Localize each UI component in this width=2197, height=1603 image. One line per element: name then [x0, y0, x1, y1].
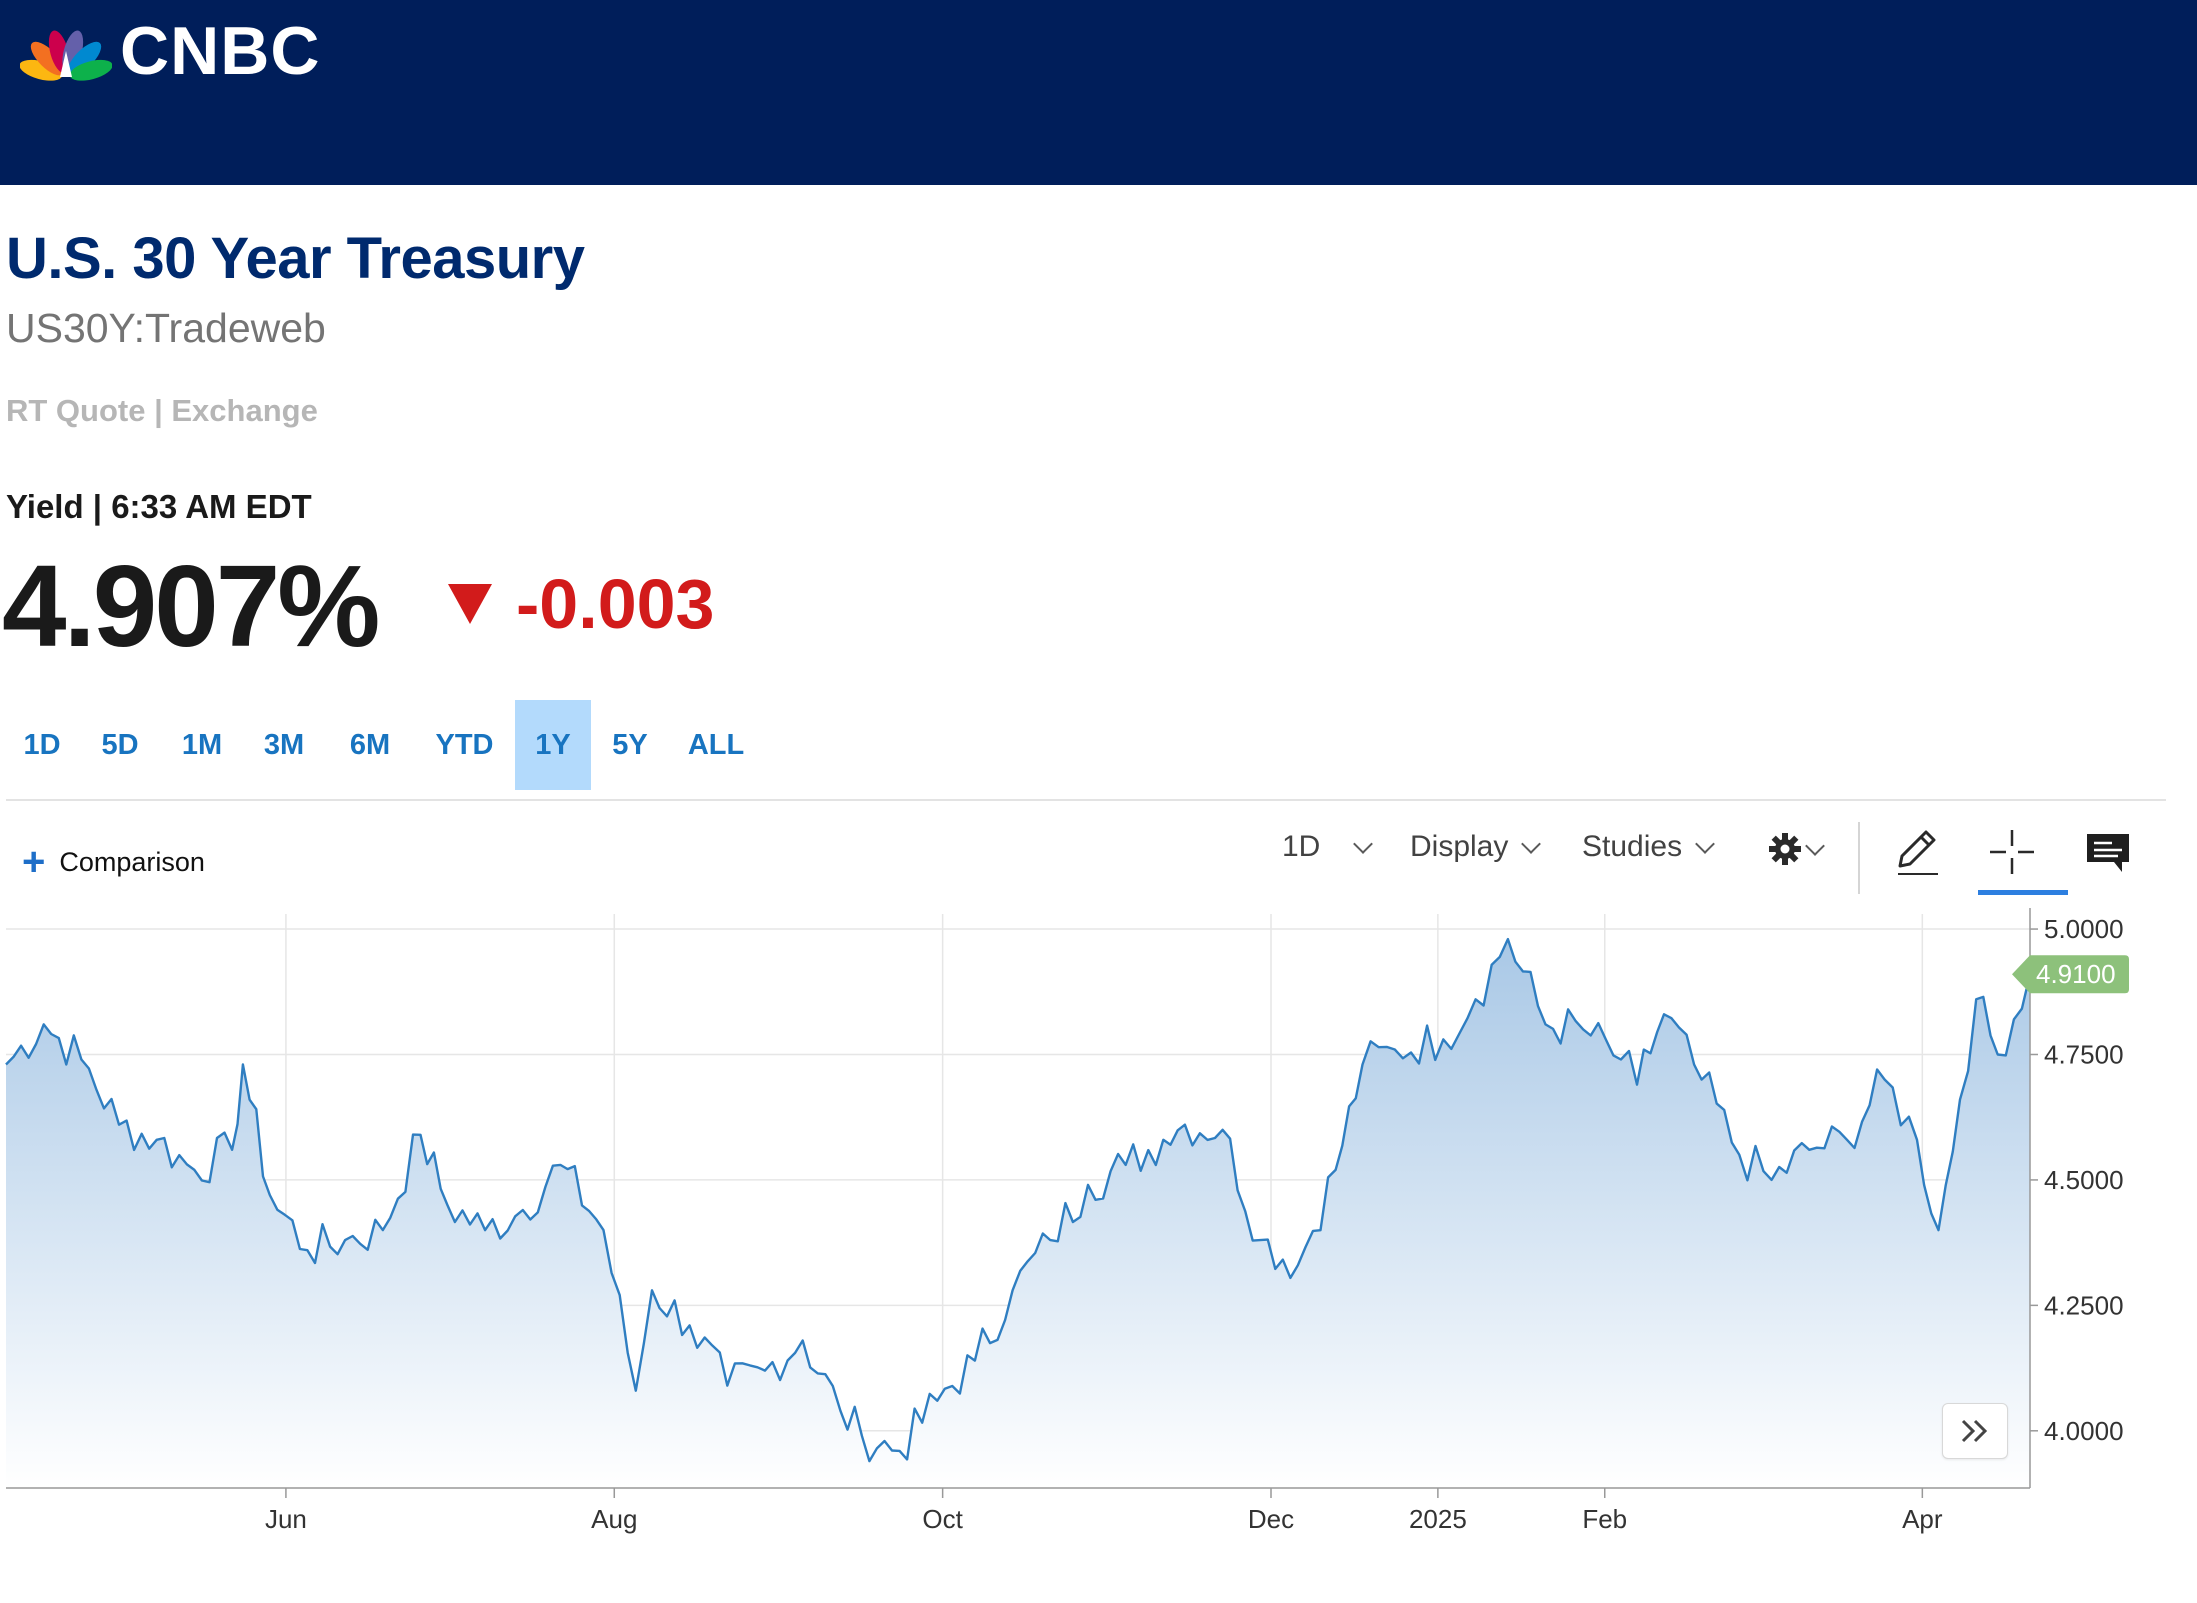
- yield-timestamp: Yield | 6:33 AM EDT: [6, 488, 312, 525]
- range-tab-3m[interactable]: 3M: [263, 728, 305, 761]
- scroll-to-latest-button[interactable]: [1942, 1403, 2008, 1459]
- interval-dropdown[interactable]: 1D: [1282, 830, 1374, 864]
- active-tool-indicator: [1978, 890, 2068, 895]
- y-tick-label: 4.2500: [2044, 1290, 2124, 1320]
- x-tick-label: Oct: [922, 1504, 963, 1534]
- peacock-feather: [69, 59, 112, 81]
- last-value-badge-bg: [2012, 955, 2129, 994]
- range-tab-1d[interactable]: 1D: [23, 728, 61, 761]
- chevron-down-icon: [1695, 834, 1715, 854]
- display-label: Display: [1410, 830, 1509, 863]
- range-tab-1y[interactable]: 1Y: [515, 700, 591, 790]
- quote-source: RT Quote | Exchange: [6, 393, 318, 428]
- y-tick-label: 4.0000: [2044, 1416, 2124, 1446]
- area-chart[interactable]: 5.0000 4.7500 4.5000 4.2500 4.0000 Jun Aug Oct D…: [0, 900, 2197, 1540]
- last-value-badge: 4.9100: [2012, 955, 2129, 994]
- down-arrow-icon: [448, 584, 492, 624]
- studies-label: Studies: [1582, 830, 1683, 863]
- price-chart[interactable]: 5.0000 4.7500 4.5000 4.2500 4.0000 Jun Aug Oct D…: [0, 900, 2197, 1540]
- comment-icon[interactable]: [2078, 822, 2138, 882]
- time-range-tabs: 1D 5D 1M 3M 6M YTD 1Y 5Y ALL: [6, 700, 763, 790]
- page-title: U.S. 30 Year Treasury: [6, 226, 585, 291]
- peacock-feather: [30, 41, 65, 76]
- settings-dropdown[interactable]: [1768, 832, 1825, 866]
- crosshair-icon[interactable]: [1982, 822, 2042, 882]
- double-chevron-right-icon: [1961, 1419, 1988, 1443]
- range-tab-all[interactable]: ALL: [687, 728, 745, 761]
- gear-icon: [1769, 833, 1801, 865]
- cnbc-logo[interactable]: CNBC: [20, 16, 320, 86]
- site-header: CNBC: [0, 0, 2197, 185]
- y-tick-label: 4.7500: [2044, 1039, 2124, 1069]
- range-tab-ytd[interactable]: YTD: [435, 728, 494, 761]
- display-dropdown[interactable]: Display: [1410, 830, 1542, 864]
- y-tick-label: 5.0000: [2044, 914, 2124, 944]
- price-change: -0.003: [516, 565, 715, 643]
- peacock-body: [60, 51, 72, 77]
- pencil-icon[interactable]: [1888, 822, 1948, 882]
- section-divider: [6, 799, 2166, 801]
- peacock-icon: [20, 30, 112, 81]
- series-area: [6, 939, 2030, 1488]
- toolbar-separator: [1858, 822, 1860, 894]
- studies-dropdown[interactable]: Studies: [1582, 830, 1715, 864]
- chevron-down-icon: [1521, 834, 1542, 854]
- series-line: [5, 937, 2032, 1463]
- logo-text: CNBC: [120, 13, 321, 89]
- comparison-label: Comparison: [59, 846, 205, 877]
- x-tick-label: Apr: [1902, 1504, 1943, 1534]
- chevron-down-icon: [1805, 836, 1825, 856]
- peacock-feather: [67, 41, 102, 76]
- quote-symbol: US30Y:Tradeweb: [6, 305, 326, 351]
- chevron-down-icon: [1353, 834, 1374, 854]
- interval-label: 1D: [1282, 830, 1321, 863]
- range-tab-6m[interactable]: 6M: [349, 728, 391, 761]
- range-tab-5d[interactable]: 5D: [101, 728, 139, 761]
- x-tick-label: Aug: [591, 1504, 637, 1534]
- x-tick-label: Feb: [1582, 1504, 1627, 1534]
- comparison-button[interactable]: + Comparison: [22, 842, 205, 882]
- y-tick-label: 4.5000: [2044, 1165, 2124, 1195]
- last-value-label: 4.9100: [2036, 959, 2116, 989]
- x-tick-label: 2025: [1409, 1504, 1467, 1534]
- plus-icon: +: [22, 840, 46, 884]
- range-tab-1m[interactable]: 1M: [181, 728, 223, 761]
- range-tab-5y[interactable]: 5Y: [612, 728, 648, 761]
- x-tick-label: Dec: [1248, 1504, 1294, 1534]
- x-tick-label: Jun: [265, 1504, 307, 1534]
- last-price: 4.907%: [2, 541, 380, 671]
